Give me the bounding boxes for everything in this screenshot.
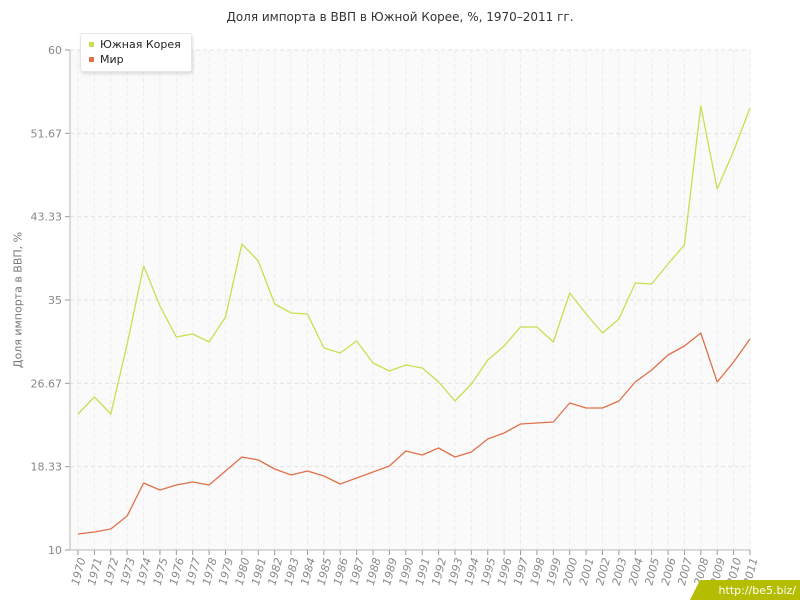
series-line-world — [77, 332, 751, 535]
y-tick-label: 35 — [48, 294, 62, 307]
series-lines — [77, 105, 751, 535]
legend-label-world: Мир — [100, 53, 124, 66]
chart-title: Доля импорта в ВВП в Южной Корее, %, 197… — [226, 10, 574, 24]
watermark-badge — [690, 580, 800, 600]
y-tick-label: 60 — [48, 44, 62, 57]
axes — [65, 49, 751, 555]
x-tick-labels: 1970197119721973197419751976197719781979… — [69, 556, 761, 586]
legend-label-korea: Южная Корея — [100, 38, 181, 51]
legend-swatch-world — [89, 57, 94, 62]
legend[interactable]: Южная Корея Мир — [80, 33, 192, 72]
y-tick-label: 10 — [48, 544, 62, 557]
legend-swatch-korea — [89, 42, 94, 47]
y-tick-label: 18.33 — [31, 461, 63, 474]
legend-item-world[interactable]: Мир — [89, 52, 181, 67]
series-line-korea — [77, 105, 751, 415]
y-tick-label: 51.67 — [31, 127, 63, 140]
watermark-link[interactable]: http://be5.biz/ — [718, 584, 796, 597]
y-tick-label: 43.33 — [31, 211, 63, 224]
y-tick-label: 26.67 — [31, 377, 63, 390]
y-tick-labels: 10 18.33 26.67 35 43.33 51.67 60 — [31, 44, 63, 557]
legend-item-korea[interactable]: Южная Корея — [89, 37, 181, 52]
